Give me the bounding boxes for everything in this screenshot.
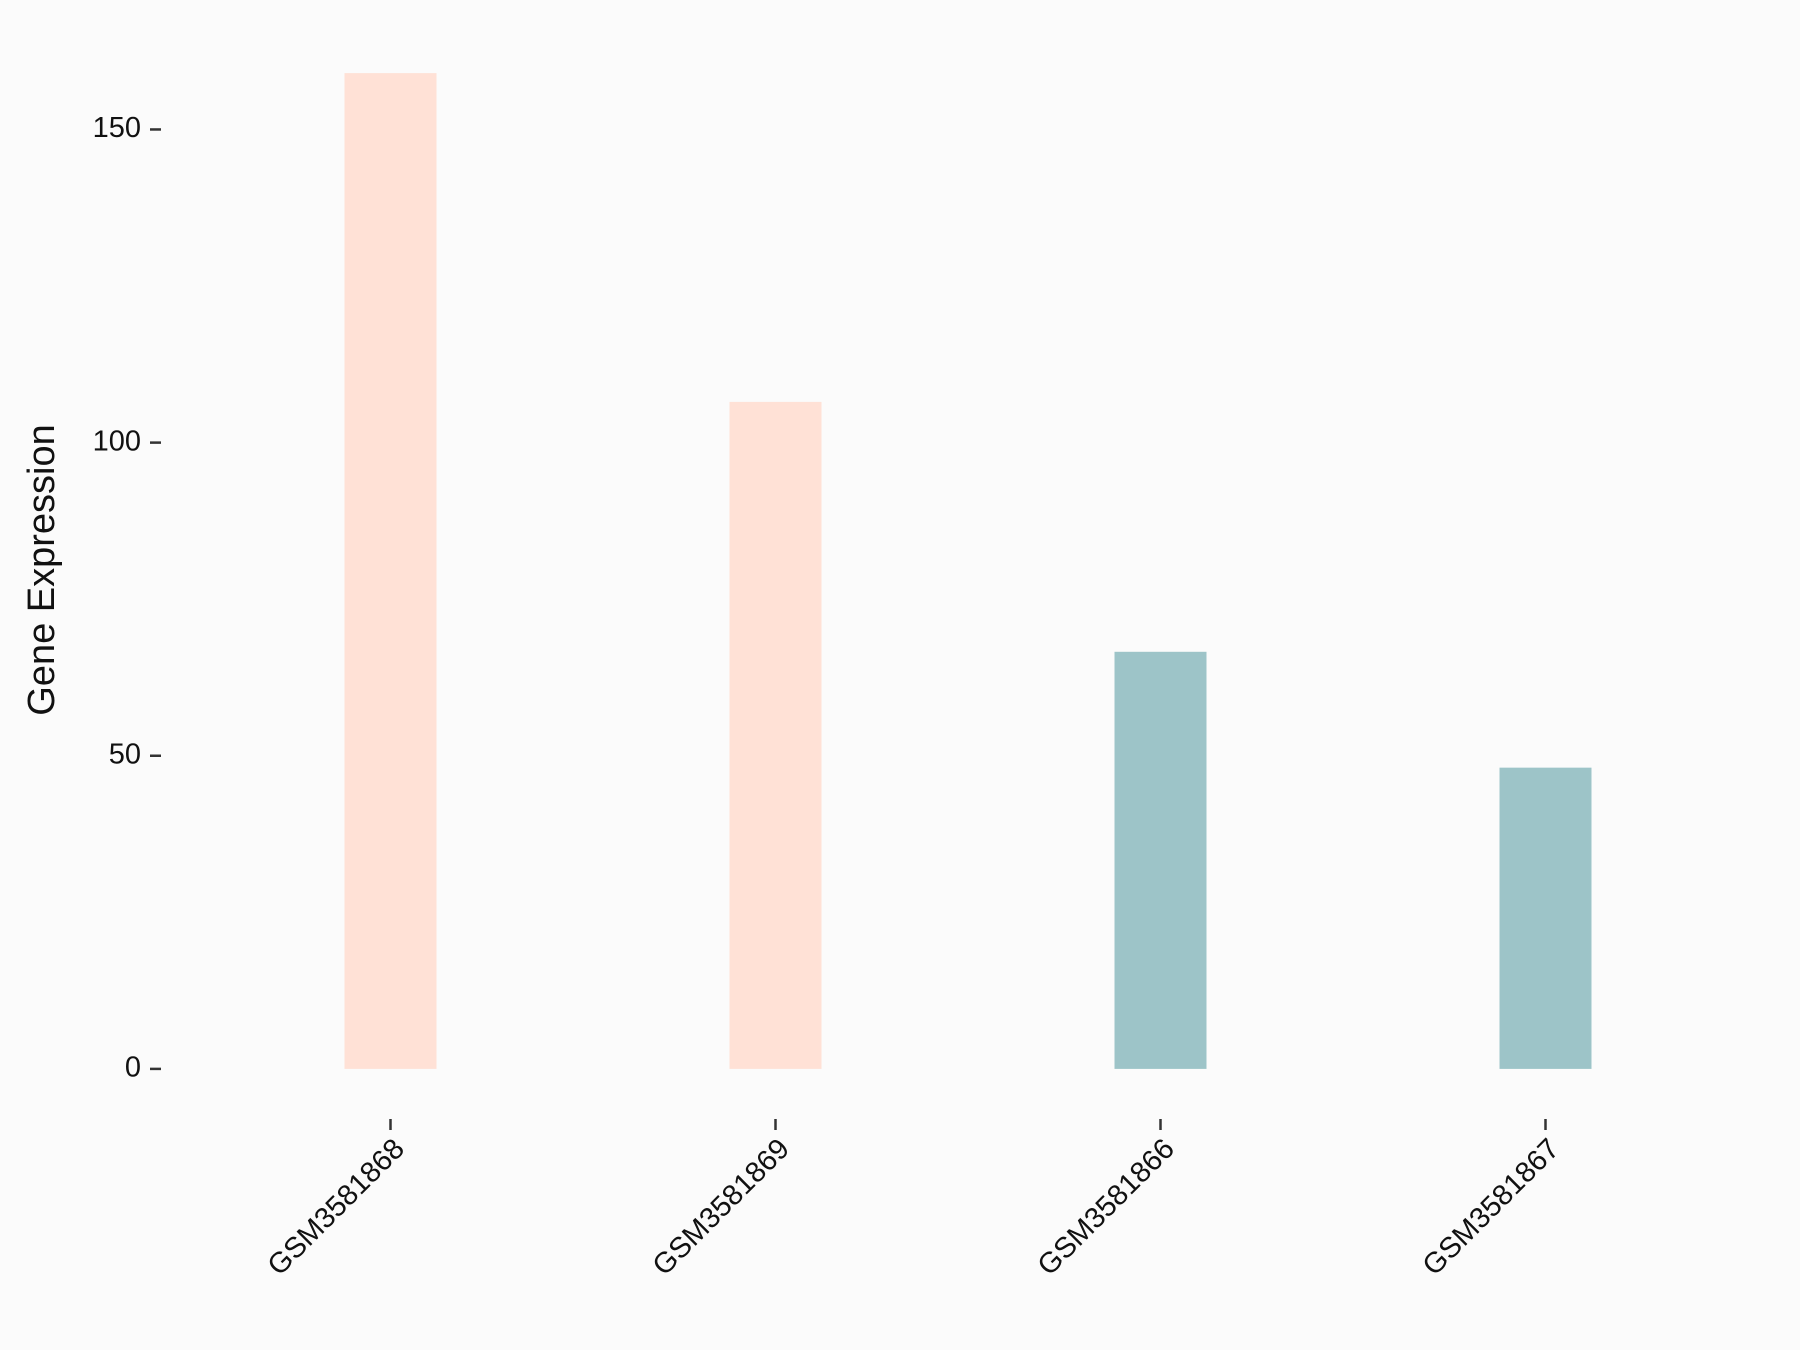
bar (729, 401, 822, 1069)
y-tick-label: 150 (93, 112, 141, 144)
y-tick-label: 50 (109, 738, 141, 770)
y-axis-title: Gene Expression (21, 424, 63, 716)
bar (1499, 767, 1592, 1069)
y-tick-label: 100 (93, 425, 141, 457)
bar (344, 73, 437, 1069)
y-tick-label: 0 (125, 1052, 141, 1084)
bar (1114, 651, 1207, 1069)
